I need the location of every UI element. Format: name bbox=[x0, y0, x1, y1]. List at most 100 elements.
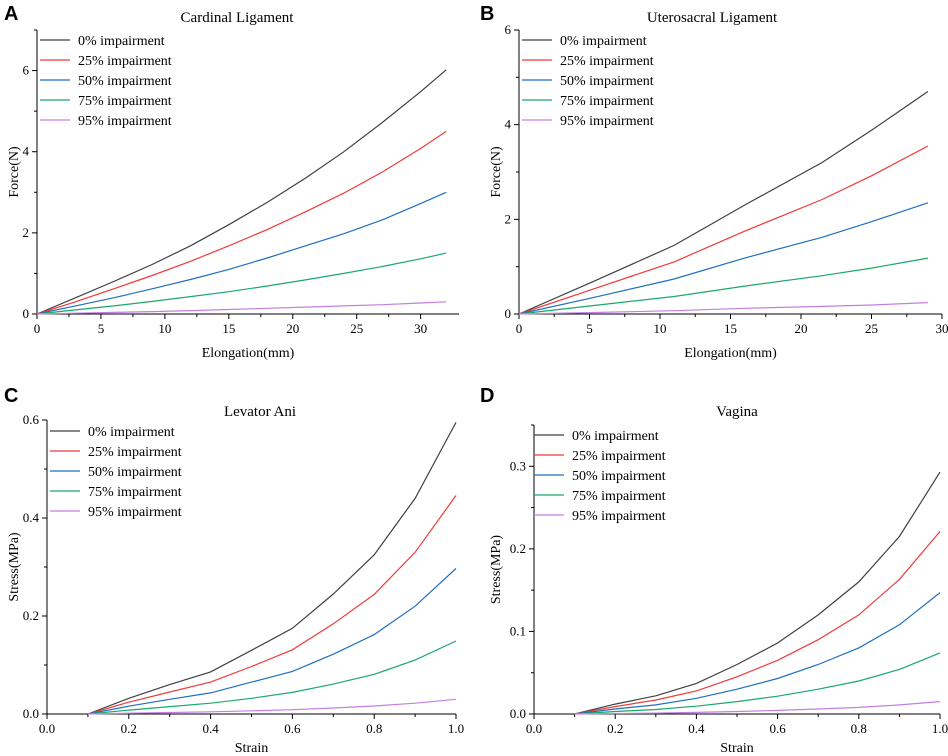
legend-label: 95% impairment bbox=[78, 114, 172, 129]
chart-title: Levator Ani bbox=[224, 404, 296, 420]
y-tick-label: 6 bbox=[505, 22, 512, 37]
series-line-95pct-impairment bbox=[518, 302, 928, 315]
legend-label: 25% impairment bbox=[78, 54, 172, 69]
legend-label: 75% impairment bbox=[560, 94, 654, 109]
y-tick-label: 0 bbox=[505, 306, 512, 321]
chart-title: Vagina bbox=[716, 404, 758, 420]
series-line-75pct-impairment bbox=[518, 257, 929, 315]
series-line-25pct-impairment bbox=[36, 130, 447, 315]
panel-letter: A bbox=[4, 3, 18, 25]
series-line-75pct-impairment bbox=[574, 652, 941, 715]
series-line-25pct-impairment bbox=[87, 495, 457, 715]
x-axis-label: Elongation(mm) bbox=[684, 346, 777, 361]
x-axis-label: Strain bbox=[235, 741, 268, 756]
series-line-95pct-impairment bbox=[574, 701, 941, 715]
series-line-75pct-impairment bbox=[87, 640, 457, 715]
y-tick-label: 0.0 bbox=[23, 706, 39, 721]
x-tick-label: 0.8 bbox=[851, 721, 867, 736]
x-tick-label: 20 bbox=[795, 321, 808, 336]
series-line-0pct-impairment bbox=[36, 69, 447, 315]
series-line-75pct-impairment bbox=[36, 252, 447, 315]
legend-label: 50% impairment bbox=[572, 469, 666, 484]
x-tick-label: 25 bbox=[350, 321, 363, 336]
x-axis-label: Strain bbox=[720, 741, 753, 756]
legend-label: 25% impairment bbox=[572, 449, 666, 464]
panel-letter: B bbox=[480, 3, 494, 25]
series-line-0pct-impairment bbox=[518, 91, 929, 315]
y-tick-label: 4 bbox=[23, 144, 30, 159]
x-tick-label: 0.4 bbox=[202, 721, 219, 736]
series-line-50pct-impairment bbox=[574, 592, 941, 715]
x-tick-label: 30 bbox=[414, 321, 427, 336]
series-line-25pct-impairment bbox=[574, 531, 941, 715]
y-tick-label: 0.2 bbox=[510, 541, 526, 556]
x-tick-label: 1.0 bbox=[932, 721, 948, 736]
series-line-0pct-impairment bbox=[574, 471, 941, 715]
x-tick-label: 0.6 bbox=[284, 721, 301, 736]
y-tick-label: 0.2 bbox=[23, 608, 39, 623]
panel-letter: D bbox=[480, 385, 494, 407]
x-tick-label: 10 bbox=[654, 321, 667, 336]
x-tick-label: 0 bbox=[34, 321, 41, 336]
y-tick-label: 0.3 bbox=[510, 458, 526, 473]
legend-label: 25% impairment bbox=[88, 445, 182, 460]
y-tick-label: 0.6 bbox=[23, 412, 40, 427]
series-line-25pct-impairment bbox=[518, 145, 929, 315]
y-tick-label: 0 bbox=[23, 306, 30, 321]
x-tick-label: 0.0 bbox=[526, 721, 542, 736]
x-tick-label: 30 bbox=[936, 321, 948, 336]
y-tick-label: 0.4 bbox=[23, 510, 40, 525]
series-line-50pct-impairment bbox=[36, 191, 447, 315]
x-tick-label: 25 bbox=[865, 321, 878, 336]
x-tick-label: 20 bbox=[286, 321, 299, 336]
legend-label: 25% impairment bbox=[560, 54, 654, 69]
x-tick-label: 1.0 bbox=[448, 721, 464, 736]
x-tick-label: 0.6 bbox=[769, 721, 786, 736]
y-tick-label: 6 bbox=[23, 63, 30, 78]
legend-label: 0% impairment bbox=[572, 429, 659, 444]
legend-label: 75% impairment bbox=[78, 94, 172, 109]
y-tick-label: 2 bbox=[23, 225, 30, 240]
x-tick-label: 0 bbox=[516, 321, 523, 336]
x-tick-label: 5 bbox=[586, 321, 593, 336]
series-line-95pct-impairment bbox=[36, 301, 447, 315]
x-axis-label: Elongation(mm) bbox=[202, 346, 295, 361]
legend-label: 50% impairment bbox=[88, 465, 182, 480]
y-tick-label: 0.0 bbox=[510, 706, 526, 721]
legend-label: 95% impairment bbox=[560, 114, 654, 129]
legend-label: 95% impairment bbox=[572, 509, 666, 524]
y-tick-label: 2 bbox=[505, 211, 512, 226]
panel-letter: C bbox=[4, 385, 18, 407]
chart-panel-c: C Levator Ani 0.0 0.2 0.4 0.6 0.8 1.0 0.0 0.2 0.4 0… bbox=[4, 385, 464, 756]
x-tick-label: 10 bbox=[158, 321, 171, 336]
y-tick-label: 4 bbox=[505, 117, 512, 132]
chart-title: Cardinal Ligament bbox=[181, 10, 295, 26]
y-axis-label: Stress(MPa) bbox=[489, 535, 504, 605]
x-tick-label: 0.8 bbox=[366, 721, 382, 736]
y-axis-label: Stress(MPa) bbox=[7, 532, 22, 602]
chart-panel-a: A Cardinal Ligament 0 5 10 15 20 25 30 0 2 4 6 Elonga… bbox=[4, 3, 459, 361]
series-line-50pct-impairment bbox=[518, 202, 929, 315]
x-tick-label: 15 bbox=[724, 321, 737, 336]
legend-label: 95% impairment bbox=[88, 505, 182, 520]
x-tick-label: 0.4 bbox=[688, 721, 705, 736]
x-tick-label: 15 bbox=[222, 321, 235, 336]
legend-label: 75% impairment bbox=[572, 489, 666, 504]
legend-label: 0% impairment bbox=[78, 34, 165, 49]
series-line-0pct-impairment bbox=[87, 422, 457, 715]
legend-label: 0% impairment bbox=[88, 425, 175, 440]
y-axis-label: Force(N) bbox=[7, 146, 22, 198]
y-axis-label: Force(N) bbox=[489, 146, 504, 198]
legend-label: 50% impairment bbox=[560, 74, 654, 89]
series-line-95pct-impairment bbox=[87, 698, 457, 715]
legend-label: 75% impairment bbox=[88, 485, 182, 500]
x-tick-label: 0.2 bbox=[607, 721, 623, 736]
chart-panel-d: D Vagina 0.0 0.2 0.4 0.6 0.8 1.0 0.0 0.1 0.2 0.3 Str… bbox=[480, 385, 948, 756]
x-tick-label: 5 bbox=[98, 321, 105, 336]
chart-title: Uterosacral Ligament bbox=[647, 10, 778, 26]
chart-panel-b: B Uterosacral Ligament 0 5 10 15 20 25 30 0 2 4 6 Elo… bbox=[480, 3, 948, 361]
legend-label: 50% impairment bbox=[78, 74, 172, 89]
series-line-50pct-impairment bbox=[87, 568, 457, 715]
x-tick-label: 0.2 bbox=[121, 721, 137, 736]
